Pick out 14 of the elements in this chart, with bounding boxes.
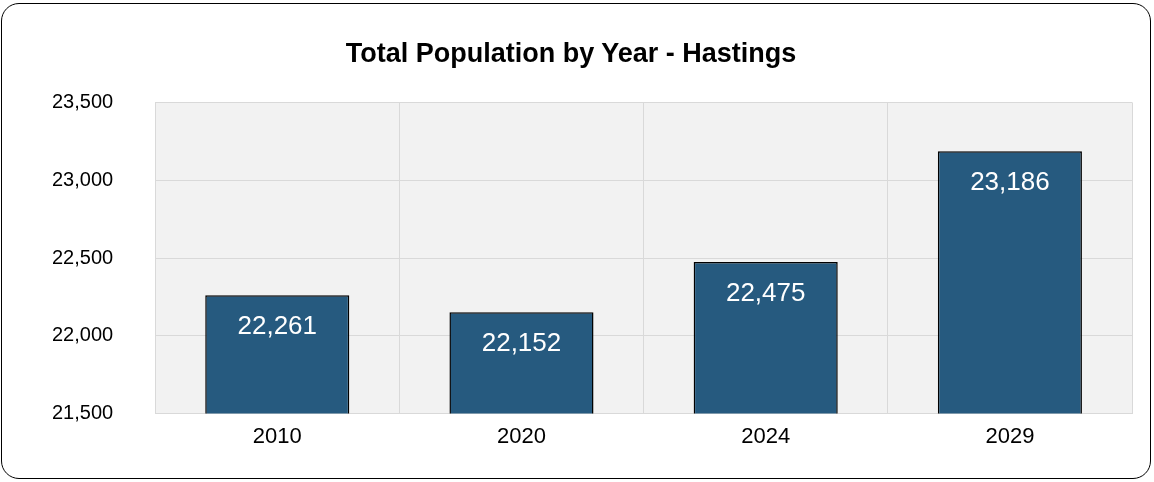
y-tick-label: 22,000 xyxy=(52,323,114,346)
y-tick-label: 23,500 xyxy=(52,89,114,112)
y-tick-label: 21,500 xyxy=(52,401,114,424)
x-tick-label: 2010 xyxy=(252,422,302,448)
y-tick-label: 22,500 xyxy=(52,245,114,268)
x-tick-label: 2024 xyxy=(741,422,791,448)
y-tick-label: 23,000 xyxy=(52,167,114,190)
data-label: 22,475 xyxy=(725,277,806,308)
x-tick-label: 2020 xyxy=(497,422,546,448)
x-tick-label: 2029 xyxy=(985,422,1035,448)
data-label: 22,152 xyxy=(481,327,562,358)
data-label: 22,261 xyxy=(237,310,318,341)
data-label: 23,186 xyxy=(970,166,1050,197)
chart-title: Total Population by Year - Hastings xyxy=(345,37,797,68)
